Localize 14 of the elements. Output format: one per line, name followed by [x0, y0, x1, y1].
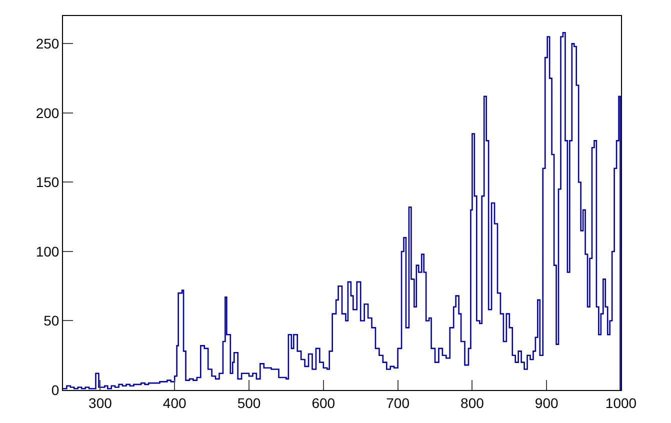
x-tick-label: 500	[237, 394, 261, 411]
x-tick-label: 1000	[605, 394, 637, 411]
y-tick-label: 50	[44, 312, 60, 329]
y-tick-label: 150	[36, 174, 60, 190]
x-tick-label: 700	[386, 394, 410, 411]
x-tick-label: 900	[534, 394, 558, 411]
y-tick-label: 200	[36, 104, 60, 121]
x-tick-label: 600	[312, 394, 336, 411]
y-tick-label: 100	[36, 243, 60, 260]
y-tick-label: 250	[36, 36, 60, 52]
x-tick-label: 800	[460, 394, 484, 411]
y-tick-label: 0	[51, 382, 60, 398]
x-tick-label: 300	[88, 394, 112, 411]
x-tick-label: 400	[162, 394, 186, 411]
